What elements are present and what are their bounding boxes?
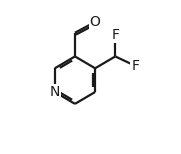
Text: O: O <box>90 15 101 29</box>
Text: F: F <box>111 28 119 42</box>
Text: F: F <box>131 59 139 73</box>
Text: N: N <box>50 85 60 99</box>
